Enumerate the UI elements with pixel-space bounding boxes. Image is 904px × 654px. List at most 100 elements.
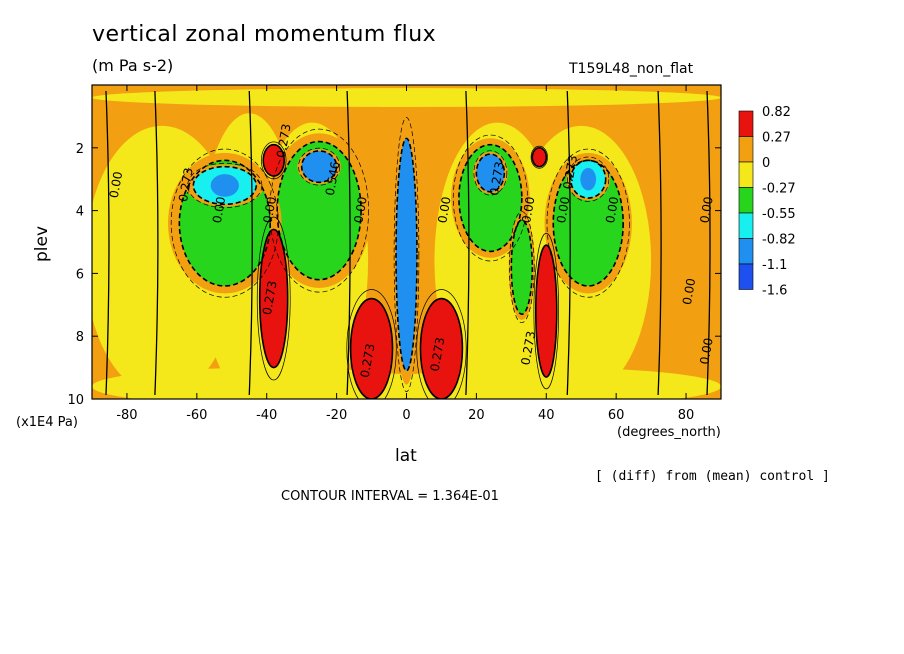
contour-11-1 [509,211,535,324]
y-axis-unit: (x1E4 Pa) [16,415,78,430]
y-tick-label-2: 6 [76,267,84,282]
field-region-5 [350,298,393,399]
contour-3-0 [258,228,289,369]
legend-swatch-0 [738,110,754,137]
contour-label-1: 0.00 [210,196,228,225]
field-region-10 [511,220,533,315]
y-tick-label-1: 4 [76,205,84,220]
diff-annotation: [ (diff) from (mean) control ] [595,469,830,484]
contour-label-14: 0.273 [518,330,538,366]
contour-7-1 [393,117,420,393]
contour-8-0 [419,297,464,399]
legend-level-4: -0.55 [762,207,796,222]
contour-4-0 [300,150,338,184]
field-core-4 [311,157,328,177]
contour-6-0 [349,297,394,399]
legend-swatch-5 [738,238,754,265]
contour-13-0 [534,244,558,378]
y-tick-label-3: 8 [76,330,84,345]
legend-level-0: 0.82 [762,105,791,120]
x-axis-unit: (degrees_north) [617,425,721,440]
y-tick-label-4: 10 [67,393,84,408]
zero-contour-2 [248,90,253,396]
field-region-7 [259,229,288,368]
contour-label-15: 0.273 [560,154,580,190]
contour-8-1 [416,289,467,399]
contour-interval: CONTOUR INTERVAL = 1.364E-01 [281,489,499,504]
run-label: T159L48_non_flat [569,61,694,77]
zero-contour-3 [346,90,351,396]
contour-15-0 [552,159,624,287]
contour-13-1 [533,232,559,390]
zero-contour-5 [566,90,571,396]
zero-contour-4 [465,90,470,396]
x-tick-label-6: 40 [538,408,555,423]
x-axis-label: lat [395,446,417,466]
legend-level-7: -1.6 [762,284,787,299]
contour-6-1 [346,289,397,399]
field-region-4 [396,138,417,371]
field-core-9 [484,161,497,185]
legend-swatch-3 [738,187,754,214]
zero-contour-6 [657,90,662,396]
legend-swatch-6 [738,263,754,290]
contour-label-4: 0.00 [435,196,453,225]
contour-0-1 [187,162,263,209]
contour-label-0: 0.00 [107,170,125,199]
contour-label-13: 0.273 [260,280,280,316]
contour-10-0 [458,143,523,253]
contour-14-1 [567,156,610,202]
legend-level-1: 0.27 [762,131,791,146]
chart-units: (m Pa s-2) [92,56,174,75]
contour-label-12: 0.273 [274,123,294,159]
field-region-0 [277,141,362,280]
contour-label-3: 0.00 [351,196,369,225]
contour-9-0 [475,153,506,193]
contour-10-1 [452,134,528,262]
x-tick-label-0: -80 [116,408,137,423]
contour-5-1 [269,128,369,293]
contour-label-2: 0.00 [261,196,279,225]
x-tick-label-5: 20 [468,408,485,423]
x-tick-label-7: 60 [608,408,625,423]
contour-label-17: 0.273 [428,336,448,372]
field-region-15 [532,147,547,167]
x-tick-label-1: -60 [186,408,207,423]
contour-15-1 [546,148,630,298]
legend-level-6: -1.1 [762,258,787,273]
contour-0-0 [192,165,258,206]
contour-3-1 [256,216,291,381]
contour-label-9: 0.00 [697,337,715,366]
y-axis-label: plev [32,225,52,262]
contour-label-7: 0.00 [697,196,715,225]
contour-4-1 [298,147,341,186]
field-core-14 [580,167,597,191]
contour-label-19: 0.273 [487,160,507,196]
x-tick-label-2: -40 [256,408,277,423]
zero-contour-7 [706,90,711,396]
contour-label-8: 0.00 [680,277,698,306]
contour-label-18: 0.546 [323,160,343,196]
contour-label-16: 0.273 [358,342,378,378]
chart-title: vertical zonal momentum flux [92,22,437,47]
x-tick-label-8: 80 [678,408,695,423]
field-region-6 [420,298,463,399]
zero-contour-0 [105,90,110,396]
legend-level-3: -0.27 [762,182,796,197]
contour-12-1 [530,145,548,169]
x-tick-label-3: -20 [326,408,347,423]
legend-level-2: 0 [762,156,770,171]
contour-label-11: 0.273 [176,167,196,203]
contour-7-0 [395,137,418,372]
contour-label-5: 0.00 [554,196,572,225]
contour-2-0 [262,143,285,177]
y-tick-label-0: 2 [76,142,84,157]
field-core-0 [210,174,239,197]
x-tick-label-4: 0 [402,408,410,423]
contour-5-0 [276,140,362,281]
contour-9-1 [473,150,508,196]
legend-swatch-2 [738,161,754,188]
contour-14-0 [569,159,607,199]
contour-12-0 [531,147,548,168]
